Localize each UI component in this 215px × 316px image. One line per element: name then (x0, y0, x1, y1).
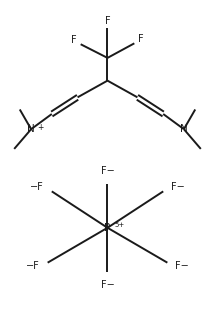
Text: −F: −F (26, 261, 40, 271)
Text: P: P (104, 223, 111, 233)
Text: +: + (37, 123, 43, 132)
Text: F: F (71, 35, 77, 45)
Text: 5+: 5+ (114, 222, 124, 228)
Text: F: F (138, 34, 143, 44)
Text: F−: F− (101, 166, 114, 176)
Text: F: F (105, 16, 110, 26)
Text: N: N (27, 124, 35, 134)
Text: F−: F− (175, 261, 189, 271)
Text: F−: F− (101, 280, 114, 290)
Text: N: N (180, 124, 188, 134)
Text: −F: −F (30, 181, 44, 191)
Text: F−: F− (171, 181, 185, 191)
